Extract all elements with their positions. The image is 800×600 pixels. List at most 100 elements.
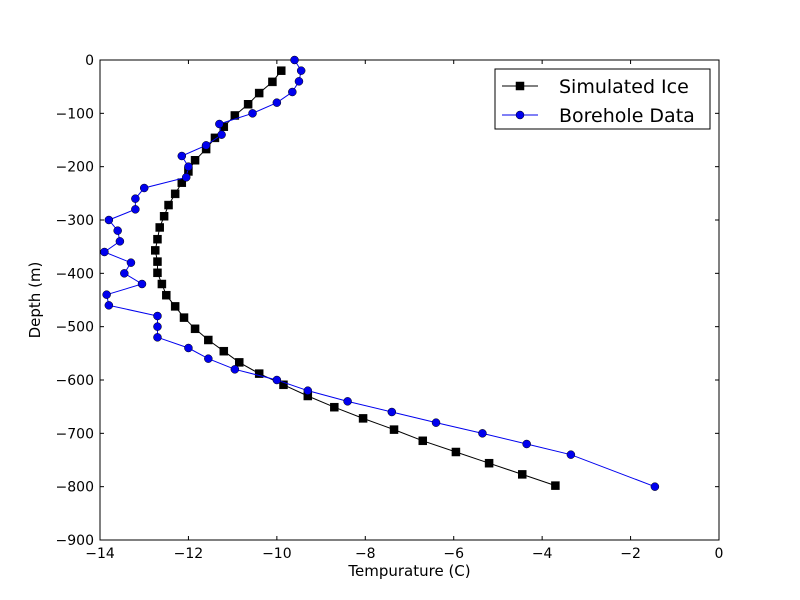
data-point — [330, 402, 339, 412]
data-point — [517, 470, 527, 479]
data-point — [235, 358, 244, 367]
y-tick-label: −800 — [56, 480, 94, 496]
data-point — [184, 162, 193, 171]
y-tick-label: −900 — [56, 533, 94, 549]
data-point — [170, 189, 180, 199]
x-tick-label: −12 — [174, 546, 204, 562]
data-point — [100, 247, 109, 257]
x-tick-label: −6 — [443, 546, 464, 562]
data-point — [162, 290, 171, 300]
data-point — [155, 223, 164, 232]
data-point — [153, 322, 162, 331]
y-tick-label: −500 — [56, 320, 94, 336]
data-point — [478, 429, 487, 438]
y-axis-label: Depth (m) — [26, 262, 44, 339]
data-point — [153, 311, 162, 321]
data-point — [181, 173, 191, 182]
data-point — [104, 215, 114, 225]
data-point — [131, 205, 140, 214]
data-point — [277, 66, 286, 75]
data-point — [230, 365, 240, 374]
data-point — [279, 380, 288, 390]
data-point — [551, 481, 560, 490]
legend-box — [494, 68, 711, 130]
data-point — [248, 109, 257, 118]
data-point — [296, 66, 306, 75]
x-tick-label: −4 — [532, 546, 553, 562]
data-point — [113, 226, 122, 235]
data-point — [290, 55, 299, 65]
data-point — [157, 279, 167, 289]
data-point — [115, 237, 125, 246]
data-point — [650, 482, 660, 491]
data-point — [204, 335, 213, 345]
ticks-layer: −14 −12 −10 −8 −6 −4 −2 00−100−200−300−400−500−… — [56, 53, 724, 562]
data-point — [272, 98, 282, 107]
data-point — [451, 447, 461, 457]
data-point — [137, 279, 147, 289]
data-point — [389, 425, 399, 434]
data-point — [102, 290, 111, 299]
legend-marker-square — [515, 81, 525, 91]
data-point — [184, 343, 193, 353]
data-point — [190, 324, 200, 334]
data-point — [294, 77, 304, 86]
data-point — [288, 87, 297, 97]
data-point — [268, 77, 277, 87]
data-point — [153, 268, 162, 278]
data-point — [215, 119, 224, 129]
y-tick-label: −300 — [56, 213, 94, 229]
x-tick-label: −8 — [355, 546, 376, 562]
data-point — [522, 439, 531, 449]
data-point — [303, 386, 313, 395]
y-tick-label: −200 — [56, 160, 94, 176]
legend: Simulated Ice Borehole Data — [494, 68, 711, 130]
data-point — [254, 88, 264, 98]
data-point — [484, 458, 494, 468]
x-tick-label: −10 — [262, 546, 292, 562]
data-point — [343, 397, 352, 406]
data-point — [204, 354, 213, 363]
data-point — [164, 200, 173, 210]
data-point — [139, 183, 149, 193]
data-point — [120, 269, 129, 278]
data-point — [159, 212, 169, 221]
y-tick-label: −700 — [56, 426, 94, 442]
data-point — [126, 258, 136, 267]
data-point — [153, 257, 162, 266]
data-point — [151, 246, 160, 255]
data-point — [170, 302, 180, 311]
data-point — [217, 130, 226, 139]
data-point — [254, 369, 264, 378]
data-point — [566, 450, 576, 459]
legend-entries: Simulated Ice Borehole Data — [502, 76, 695, 127]
legend-label: Simulated Ice — [559, 76, 689, 98]
data-point — [243, 100, 253, 109]
y-tick-label: −400 — [56, 266, 94, 282]
data-point — [131, 194, 140, 203]
data-point — [387, 407, 397, 417]
y-tick-label: 0 — [85, 53, 94, 69]
legend-marker-circle — [515, 110, 525, 120]
y-tick-label: −100 — [56, 106, 94, 122]
data-point — [272, 375, 282, 385]
plot-area — [99, 59, 720, 541]
data-point — [190, 156, 200, 165]
series-layer — [100, 55, 660, 491]
data-point — [201, 141, 211, 150]
x-tick-label: −2 — [620, 546, 641, 562]
data-point — [219, 346, 229, 356]
legend-label: Borehole Data — [559, 105, 695, 127]
x-tick-label: −14 — [85, 546, 115, 562]
data-point — [358, 414, 368, 423]
data-point — [431, 418, 441, 427]
x-tick-label: 0 — [715, 546, 724, 562]
data-point — [418, 436, 428, 446]
x-axis-label: Tempurature (C) — [347, 562, 470, 580]
y-tick-label: −600 — [56, 373, 94, 389]
data-point — [177, 151, 187, 161]
data-point — [104, 301, 114, 310]
data-point — [153, 333, 162, 342]
data-point — [179, 313, 189, 322]
